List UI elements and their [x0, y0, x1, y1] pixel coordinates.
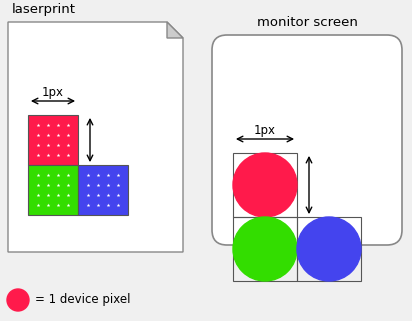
Circle shape — [297, 217, 361, 281]
Circle shape — [233, 217, 297, 281]
Text: laserprint: laserprint — [12, 3, 76, 16]
Bar — [28, 115, 78, 165]
Bar — [78, 165, 128, 215]
Text: monitor screen: monitor screen — [257, 16, 358, 29]
Text: = 1 device pixel: = 1 device pixel — [35, 293, 131, 307]
Bar — [233, 217, 297, 281]
Text: 1px: 1px — [42, 86, 64, 99]
Text: 1px: 1px — [254, 124, 276, 137]
FancyBboxPatch shape — [212, 35, 402, 245]
Polygon shape — [8, 22, 183, 252]
Bar — [233, 153, 297, 217]
Circle shape — [233, 153, 297, 217]
Bar — [28, 165, 78, 215]
Polygon shape — [167, 22, 183, 38]
Circle shape — [7, 289, 29, 311]
Bar — [297, 217, 361, 281]
